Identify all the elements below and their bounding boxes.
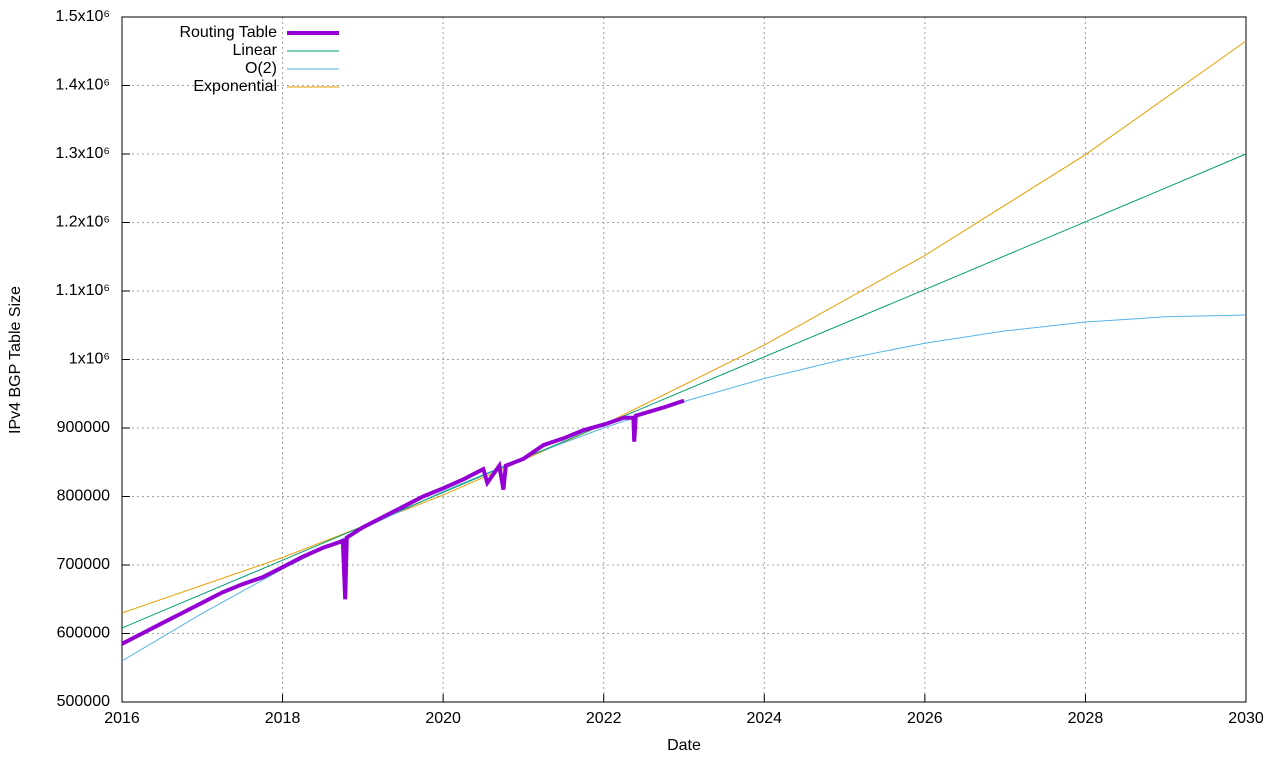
plot-border xyxy=(121,16,1247,703)
y-tick-label: 700000 xyxy=(57,556,110,573)
legend-label: Exponential xyxy=(193,78,277,95)
y-tick-label: 600000 xyxy=(57,625,110,642)
x-tick-label: 2026 xyxy=(907,710,943,727)
series-line xyxy=(121,314,1247,662)
x-tick-label: 2024 xyxy=(746,710,782,727)
y-tick-label: 1.2x10⁶ xyxy=(55,214,110,231)
series-line xyxy=(121,153,1247,629)
y-tick-label: 500000 xyxy=(57,693,110,710)
legend-label: Routing Table xyxy=(179,24,277,41)
legend-label: Linear xyxy=(233,42,278,59)
y-tick-label: 1.1x10⁶ xyxy=(55,282,110,299)
x-tick-label: 2022 xyxy=(586,710,622,727)
x-tick-label: 2030 xyxy=(1228,710,1264,727)
y-tick-label: 1.4x10⁶ xyxy=(55,77,110,94)
series-line xyxy=(121,398,685,646)
series-line xyxy=(121,40,1247,614)
y-tick-label: 800000 xyxy=(57,488,110,505)
x-tick-label: 2018 xyxy=(265,710,301,727)
x-tick-label: 2016 xyxy=(104,710,140,727)
x-tick-label: 2028 xyxy=(1068,710,1104,727)
y-axis-label: IPv4 BGP Table Size xyxy=(7,286,24,434)
x-tick-label: 2020 xyxy=(425,710,461,727)
y-tick-label: 1x10⁶ xyxy=(69,351,110,368)
legend-label: O(2) xyxy=(245,60,277,77)
y-tick-label: 1.5x10⁶ xyxy=(55,8,110,25)
y-tick-label: 900000 xyxy=(57,419,110,436)
y-tick-label: 1.3x10⁶ xyxy=(55,145,110,162)
x-axis-label: Date xyxy=(667,737,701,754)
